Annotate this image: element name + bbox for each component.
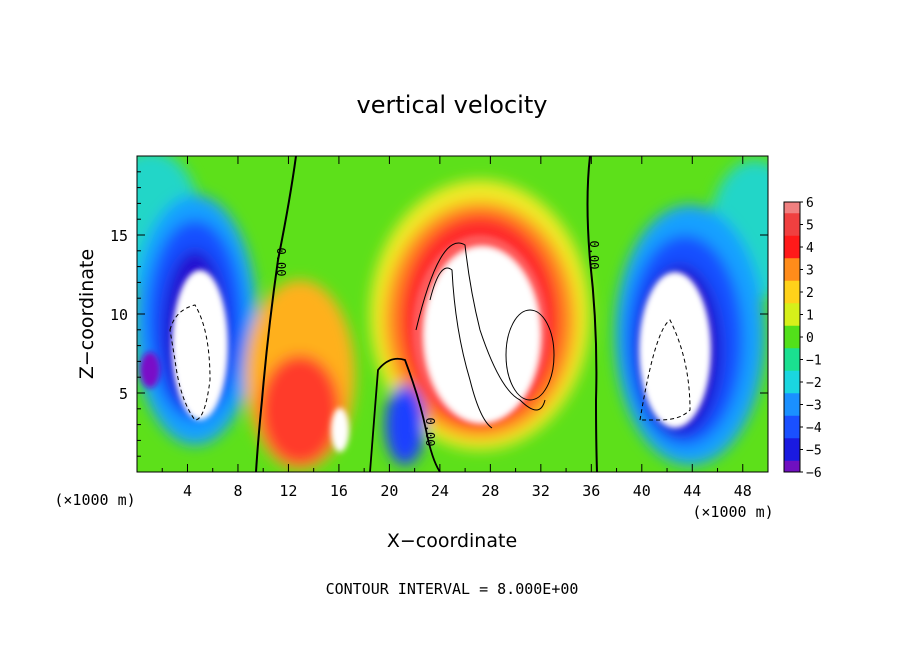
colorbar-label: 6 <box>806 196 814 211</box>
x-tick-label: 8 <box>233 482 242 500</box>
colorbar-swatch <box>784 235 800 248</box>
y-tick-label: 15 <box>110 227 128 245</box>
colorbar-swatch <box>784 247 800 259</box>
y-tick-label: 5 <box>119 385 128 403</box>
colorbar-swatch <box>784 269 800 282</box>
colorbar-swatch <box>784 303 800 315</box>
x-unit-right-label: (×1000 m) <box>692 503 773 521</box>
colorbar-label: −3 <box>806 399 822 414</box>
colorbar-swatch <box>784 449 800 462</box>
heatmap-field <box>137 156 768 472</box>
colorbar-label: −6 <box>806 466 822 481</box>
colorbar-label: −5 <box>806 444 822 459</box>
chart-title: vertical velocity <box>357 91 548 119</box>
contour-interval-note: CONTOUR INTERVAL = 8.000E+00 <box>326 580 579 598</box>
colorbar-swatch <box>784 359 800 372</box>
colorbar-swatch <box>784 427 800 439</box>
colorbar-label: −4 <box>806 421 822 436</box>
x-tick-label: 36 <box>582 482 600 500</box>
contour-label: 0.00 <box>587 241 601 270</box>
x-tick-label: 24 <box>431 482 449 500</box>
colorbar-swatch <box>784 404 800 417</box>
colorbar-label: 2 <box>806 286 814 301</box>
colorbar-label: 4 <box>806 241 814 256</box>
colorbar-swatch <box>784 382 800 394</box>
y-axis-label: Z−coordinate <box>76 249 98 379</box>
x-tick-label: 44 <box>683 482 701 500</box>
colorbar-label: −2 <box>806 376 822 391</box>
x-tick-label: 28 <box>481 482 499 500</box>
colorbar-swatch <box>784 314 800 327</box>
colorbar-label: −1 <box>806 354 822 369</box>
colorbar-swatch <box>784 337 800 349</box>
colorbar-swatch <box>784 393 800 405</box>
x-tick-label: 20 <box>380 482 398 500</box>
x-unit-left-label: (×1000 m) <box>54 491 135 509</box>
y-axis: 5 10 15 <box>110 171 768 457</box>
colorbar-swatch <box>784 202 800 214</box>
colorbar-swatch <box>784 224 800 237</box>
x-tick-label: 12 <box>279 482 297 500</box>
contour-label: 0.00 <box>423 418 437 447</box>
colorbar: 6 5 4 3 2 1 0 −1 −2 −3 −4 −5 −6 <box>783 196 822 481</box>
colorbar-swatch <box>784 348 800 360</box>
x-tick-label: 16 <box>330 482 348 500</box>
colorbar-label: 0 <box>806 331 814 346</box>
x-tick-label: 4 <box>183 482 192 500</box>
colorbar-label: 3 <box>806 264 814 279</box>
x-axis: 4 8 12 16 20 24 28 32 36 40 44 48 <box>161 156 752 500</box>
colorbar-swatch <box>784 213 800 225</box>
x-tick-label: 32 <box>532 482 550 500</box>
x-tick-label: 48 <box>734 482 752 500</box>
x-tick-label: 40 <box>633 482 651 500</box>
colorbar-swatch <box>784 292 800 304</box>
y-tick-label: 10 <box>110 306 128 324</box>
colorbar-swatch <box>784 325 800 338</box>
colorbar-swatch <box>784 460 800 473</box>
colorbar-label: 1 <box>806 309 814 324</box>
contour-label: 0.00 <box>274 248 288 277</box>
colorbar-label: 5 <box>806 219 814 234</box>
colorbar-swatch <box>784 280 800 293</box>
colorbar-swatch <box>784 370 800 383</box>
colorbar-swatch <box>784 258 800 270</box>
colorbar-swatch <box>784 438 800 450</box>
colorbar-swatch <box>784 415 800 428</box>
x-axis-label: X−coordinate <box>387 530 517 552</box>
